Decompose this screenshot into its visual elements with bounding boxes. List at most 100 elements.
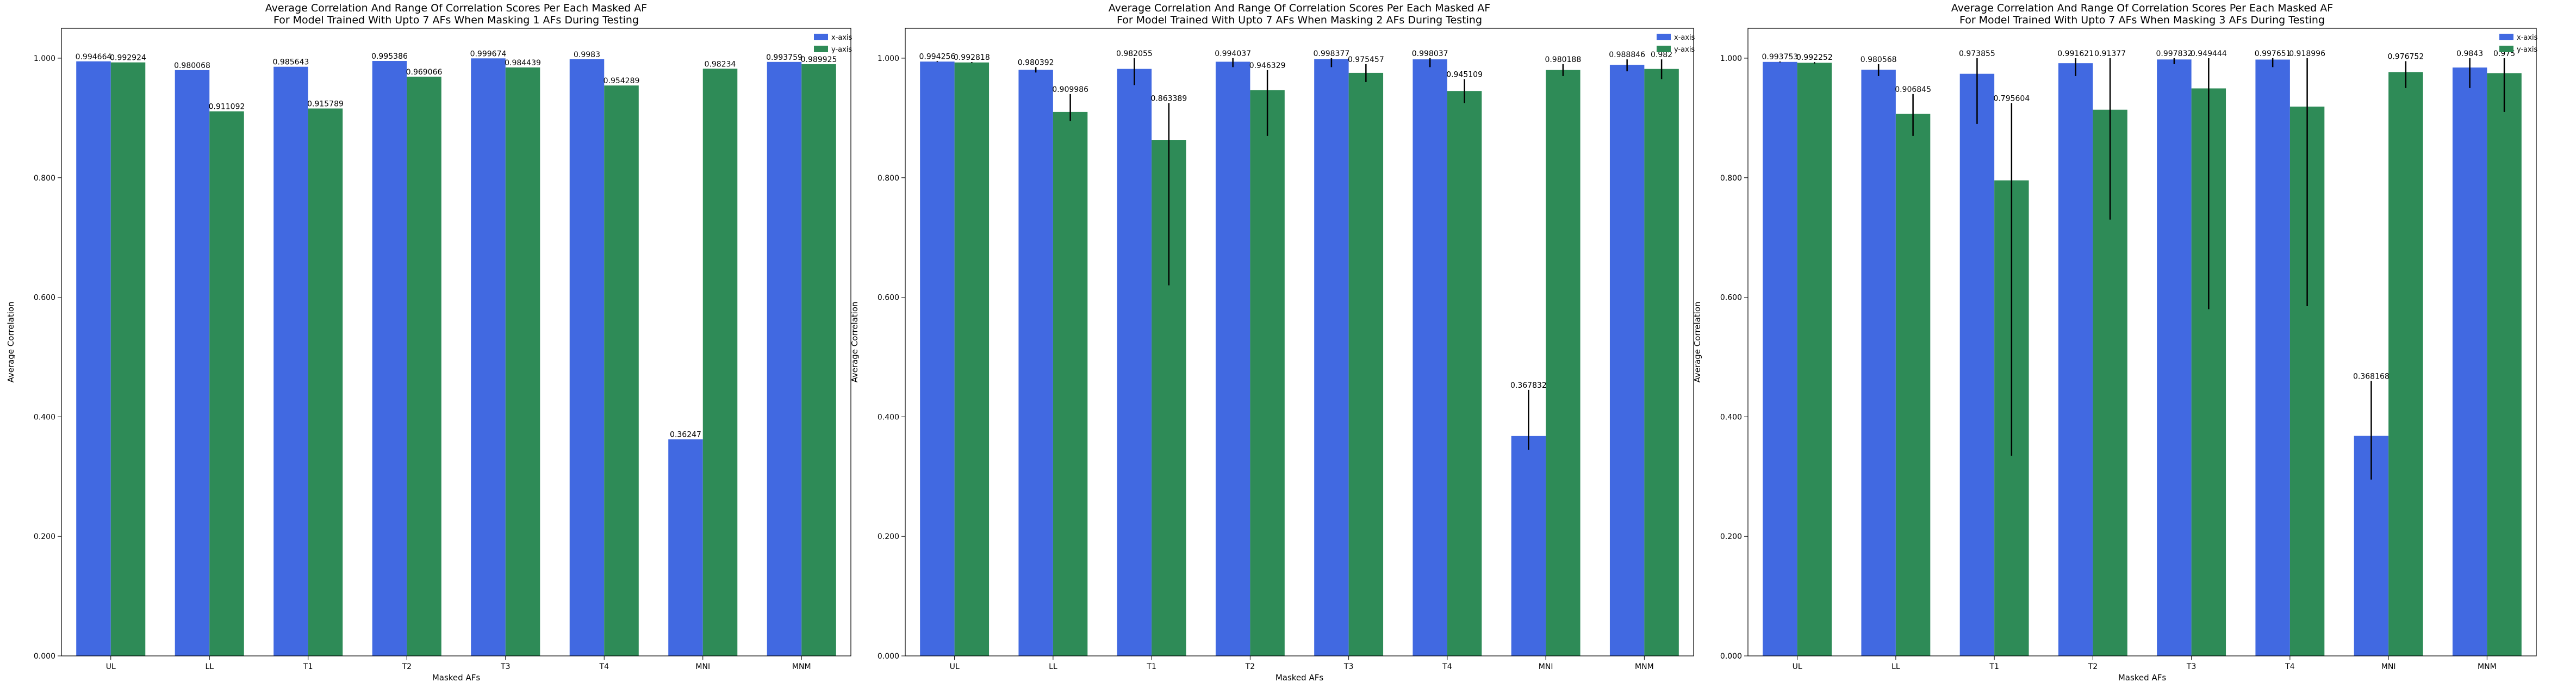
chart1-bar-y: [110, 62, 146, 656]
chart2-ytick-label: 0.400: [878, 413, 899, 422]
chart2-bar-y: [1250, 90, 1285, 656]
chart3-ytick-label: 0.200: [1720, 532, 1742, 541]
chart3-data-label: 0.973855: [1959, 49, 1995, 58]
chart1-ytick-label: 0.800: [34, 174, 55, 183]
chart1-bar-x: [76, 61, 111, 656]
chart1-xtick-label: T3: [500, 662, 510, 671]
chart3-plot-frame: [1747, 28, 2537, 656]
chart3-ytick-label: 0.400: [1720, 413, 1742, 422]
chart3-bar-x: [2255, 59, 2290, 656]
chart1-xtick-label: T4: [599, 662, 609, 671]
chart3-bar-x: [2452, 67, 2487, 656]
chart2-data-label: 0.992818: [954, 53, 990, 62]
chart1-legend-label: x-axis: [831, 34, 853, 42]
chart2-data-label: 0.982: [1651, 51, 1672, 59]
chart2-data-label: 0.998377: [1314, 49, 1350, 58]
chart1-ytick-label: 0.600: [34, 294, 55, 302]
chart1-data-label: 0.954289: [603, 77, 640, 85]
chart1-data-label: 0.985643: [273, 58, 309, 67]
chart2-data-label: 0.982055: [1116, 49, 1153, 58]
chart1-bar-x: [569, 59, 605, 656]
chart3-ytick-label: 0.000: [1720, 652, 1742, 661]
chart2-ytick-label: 0.200: [878, 532, 899, 541]
chart2-data-label: 0.863389: [1150, 94, 1187, 103]
chart1-xtick-label: T2: [402, 662, 412, 671]
chart2-plot-frame: [905, 28, 1694, 656]
chart1-xtick-label: T1: [303, 662, 313, 671]
chart1-data-label: 0.980068: [174, 61, 210, 70]
chart2-data-label: 0.994037: [1215, 49, 1251, 58]
chart2-xtick-label: MNM: [1635, 662, 1654, 671]
chart2-bar-y: [1348, 72, 1384, 656]
chart3-legend-swatch-y: [2499, 46, 2513, 52]
chart2-data-label: 0.994256: [919, 52, 956, 61]
chart2-data-label: 0.988846: [1609, 51, 1645, 59]
chart2-bar-x: [1215, 61, 1250, 656]
chart2-data-label: 0.946329: [1249, 61, 1286, 70]
chart3-xlabel: Masked AFs: [2118, 673, 2167, 683]
chart2-xtick-label: T1: [1146, 662, 1156, 671]
chart2-bar-x: [1117, 69, 1152, 656]
chart3-bar-x: [2157, 59, 2192, 656]
chart2-bar-x: [1511, 436, 1546, 656]
chart3-xtick-label: UL: [1793, 662, 1802, 671]
chart1-bar-x: [273, 66, 308, 656]
chart2-bar-x: [1609, 65, 1645, 656]
chart3-bar-y: [1797, 63, 1832, 656]
chart1-xtick-label: MNM: [792, 662, 811, 671]
chart2-bar-y: [1546, 70, 1581, 656]
chart3-data-label: 0.918996: [2289, 49, 2325, 58]
chart3-data-label: 0.991621: [2057, 49, 2094, 58]
chart1-ytick-label: 0.400: [34, 413, 55, 422]
chart1-data-label: 0.995386: [371, 52, 408, 61]
chart1-bar-y: [702, 69, 738, 656]
chart1-data-label: 0.989925: [801, 55, 837, 64]
chart1-subtitle: For Model Trained With Upto 7 AFs When M…: [273, 14, 639, 26]
chart3-data-label: 0.997651: [2255, 49, 2291, 58]
chart2-data-label: 0.998037: [1412, 49, 1448, 58]
chart3-data-label: 0.91377: [2094, 49, 2126, 58]
chart3-data-label: 0.992252: [1796, 53, 1833, 62]
chart3-ytick-label: 0.800: [1720, 174, 1742, 183]
chart2-xtick-label: T3: [1343, 662, 1353, 671]
chart3-bar-x: [1959, 73, 1995, 656]
chart3-ylabel: Average Correlation: [1693, 301, 1702, 382]
chart3-bar-y: [2487, 73, 2522, 656]
chart3-data-label: 0.993753: [1762, 53, 1799, 61]
chart2-ytick-label: 1.000: [878, 54, 899, 63]
chart3-data-label: 0.906845: [1895, 85, 1931, 94]
chart3-data-label: 0.997832: [2156, 49, 2193, 58]
chart1-title: Average Correlation And Range Of Correla…: [265, 2, 647, 14]
chart2-ytick-label: 0.800: [878, 174, 899, 183]
chart3-bar-y: [1895, 114, 1931, 656]
chart2-bar-x: [1314, 59, 1349, 656]
chart2-bar-x: [920, 61, 955, 656]
chart3-legend-label: y-axis: [2517, 46, 2537, 54]
chart3-legend-label: x-axis: [2517, 34, 2538, 42]
chart2-ylabel: Average Correlation: [850, 301, 860, 382]
chart3-data-label: 0.976752: [2387, 52, 2424, 61]
chart3-data-label: 0.980568: [1861, 55, 1897, 64]
chart1-bar-x: [767, 61, 802, 656]
chart1-xtick-label: MNI: [695, 662, 710, 671]
chart2-xtick-label: MNI: [1539, 662, 1553, 671]
chart3-bar-x: [1861, 70, 1896, 656]
chart1-ylabel: Average Correlation: [6, 301, 16, 382]
chart3-data-label: 0.368168: [2353, 372, 2390, 381]
chart1-legend-swatch-y: [814, 46, 828, 52]
chart2-legend-label: y-axis: [1674, 46, 1695, 54]
chart2-bar-y: [1644, 69, 1679, 656]
chart1-data-label: 0.915789: [307, 100, 344, 109]
chart3-title: Average Correlation And Range Of Correla…: [1951, 2, 2333, 14]
chart3-subtitle: For Model Trained With Upto 7 AFs When M…: [1959, 14, 2325, 26]
chart1-bar-x: [668, 439, 703, 656]
chart2-bar-y: [954, 62, 990, 656]
chart3-bar-x: [2058, 63, 2093, 656]
chart1-legend-label: y-axis: [831, 46, 852, 54]
chart3-xtick-label: T1: [1989, 662, 1999, 671]
chart1-data-label: 0.98234: [705, 60, 736, 69]
chart1-bar-x: [175, 70, 210, 656]
chart1-bar-y: [801, 64, 836, 656]
chart1-ytick-label: 1.000: [34, 54, 55, 63]
